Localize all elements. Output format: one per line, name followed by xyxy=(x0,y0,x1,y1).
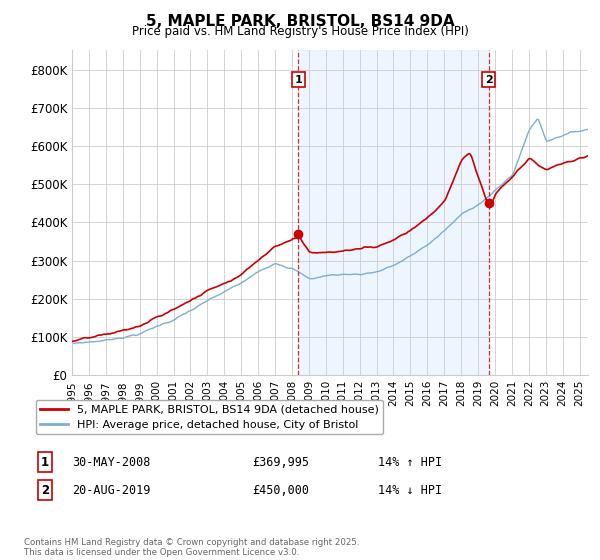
Legend: 5, MAPLE PARK, BRISTOL, BS14 9DA (detached house), HPI: Average price, detached : 5, MAPLE PARK, BRISTOL, BS14 9DA (detach… xyxy=(35,400,383,435)
Text: £450,000: £450,000 xyxy=(252,483,309,497)
Text: Price paid vs. HM Land Registry's House Price Index (HPI): Price paid vs. HM Land Registry's House … xyxy=(131,25,469,38)
Bar xyxy=(298,50,488,375)
Text: 20-AUG-2019: 20-AUG-2019 xyxy=(72,483,151,497)
Text: 14% ↑ HPI: 14% ↑ HPI xyxy=(378,455,442,469)
Text: 2: 2 xyxy=(485,74,493,85)
Text: Contains HM Land Registry data © Crown copyright and database right 2025.
This d: Contains HM Land Registry data © Crown c… xyxy=(24,538,359,557)
Text: £369,995: £369,995 xyxy=(252,455,309,469)
Text: 14% ↓ HPI: 14% ↓ HPI xyxy=(378,483,442,497)
Text: 1: 1 xyxy=(295,74,302,85)
Text: 5, MAPLE PARK, BRISTOL, BS14 9DA: 5, MAPLE PARK, BRISTOL, BS14 9DA xyxy=(146,14,454,29)
Text: 2: 2 xyxy=(41,483,49,497)
Text: 30-MAY-2008: 30-MAY-2008 xyxy=(72,455,151,469)
Text: 1: 1 xyxy=(41,455,49,469)
